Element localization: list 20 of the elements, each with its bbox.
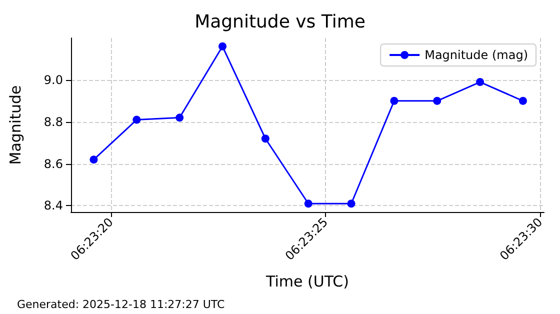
y-tick-label: 8.6 (44, 156, 63, 171)
chart-title: Magnitude vs Time (194, 12, 366, 32)
y-tick-label: 8.8 (44, 114, 63, 129)
point (433, 96, 442, 105)
point (176, 114, 184, 122)
point (518, 96, 527, 105)
y-tick-label: 8.4 (44, 198, 63, 213)
point (304, 200, 312, 208)
y-tick-label: 9.0 (44, 72, 63, 87)
point (347, 200, 356, 208)
point (390, 96, 398, 105)
point (132, 116, 141, 124)
text: Generated: 2025-12-18 11:27:27 UTC (17, 298, 226, 311)
point (476, 78, 484, 86)
legend-label: Magnitude (mag) (424, 48, 528, 62)
x-axis-title: Time (UTC) (265, 272, 349, 290)
y-axis-title: Magnitude (6, 85, 24, 165)
point (261, 134, 270, 143)
point (218, 42, 227, 50)
point (90, 156, 98, 164)
